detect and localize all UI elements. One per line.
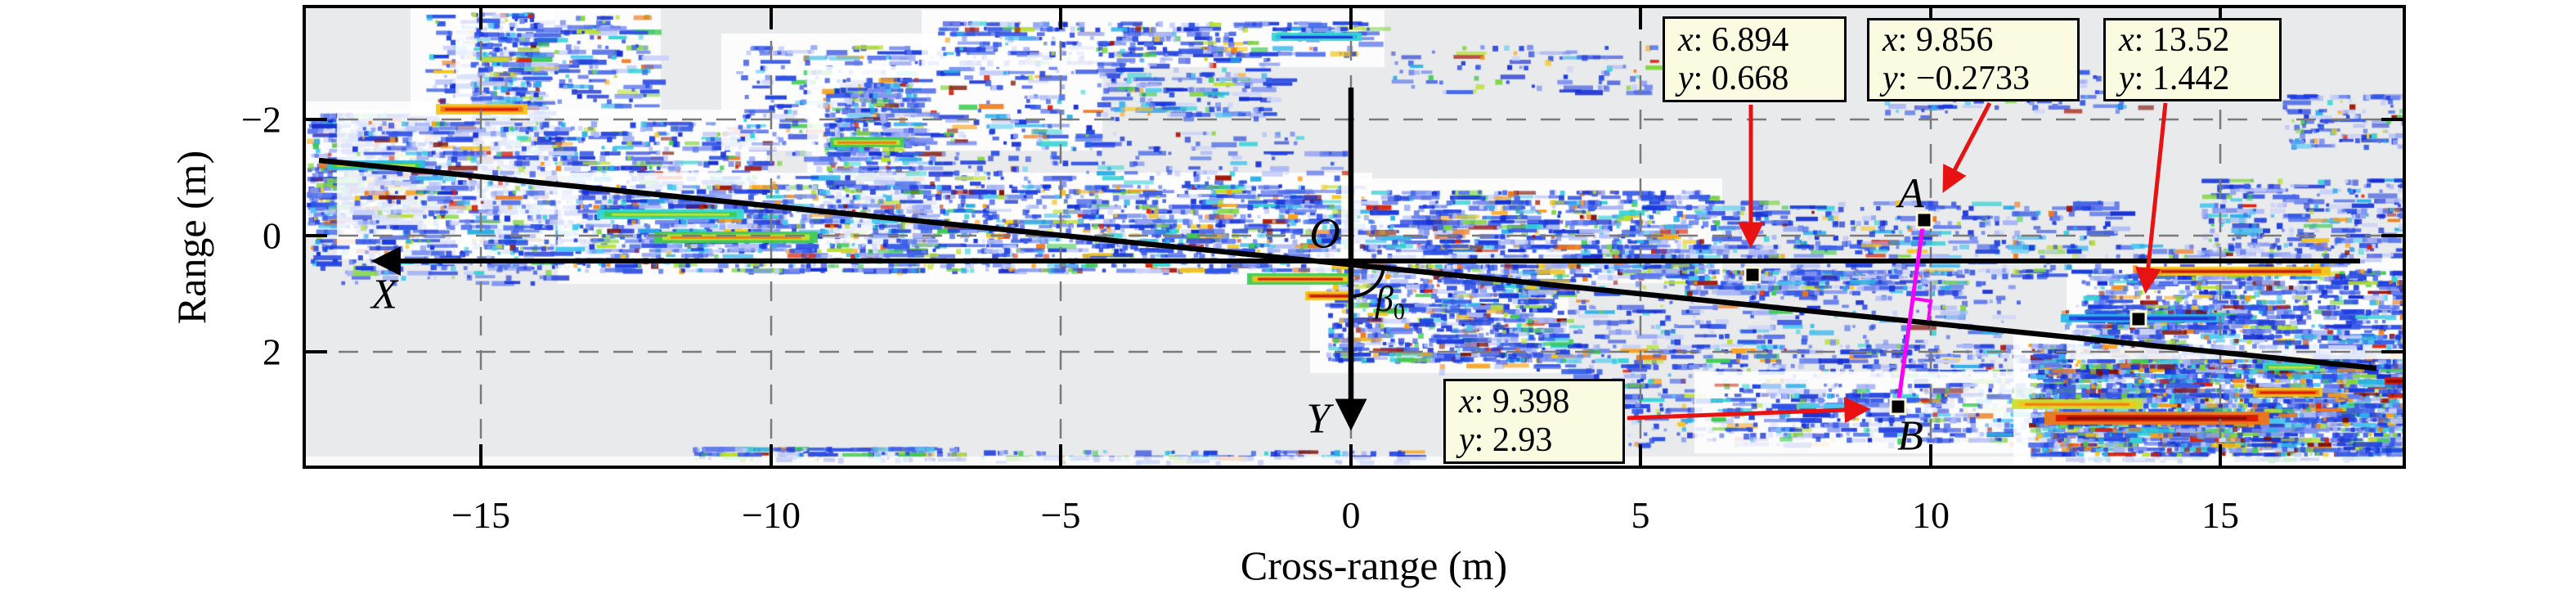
plot-border [303, 5, 2406, 469]
datatip-line-x: x: 13.52 [2119, 21, 2230, 59]
x-tick-5: 5 [1631, 494, 1650, 536]
y-arrow-label: Y [1306, 395, 1331, 443]
grid-lines [304, 7, 2404, 467]
annotation-arrows [1627, 101, 2168, 423]
slant-line [318, 157, 2377, 371]
point-b-label: B [1897, 412, 1923, 460]
x-tick--15: −15 [451, 494, 510, 536]
datatip-line-x: x: 9.398 [1459, 383, 1570, 421]
x-tick-15: 15 [2201, 494, 2239, 536]
y-tick-2: 2 [263, 331, 281, 373]
datatip-box-2[interactable]: x: 9.856 y: −0.2733 [1867, 18, 2080, 101]
datatip-line-y: y: 1.442 [2119, 60, 2230, 97]
x-axis-title: Cross-range (m) [1240, 542, 1508, 588]
axis-tick-marks [306, 8, 2403, 466]
marker-tip3[interactable] [2129, 310, 2147, 328]
datatip-line-y: y: 2.93 [1459, 421, 1553, 459]
origin-label: O [1309, 210, 1340, 258]
datatip-line-x: x: 6.894 [1678, 20, 1789, 59]
x-tick-0: 0 [1341, 494, 1361, 536]
point-a-label: A [1898, 170, 1924, 218]
arrow-tip3 [2134, 102, 2168, 295]
y-tick-0: 0 [263, 214, 281, 257]
arrow-point-a [1942, 101, 1992, 193]
x-tick-10: 10 [1912, 494, 1950, 536]
x-arrow-label: X [371, 271, 397, 318]
x-tick--5: −5 [1040, 494, 1081, 536]
beta-angle-arc [1350, 266, 1385, 299]
datatip-box-3[interactable]: x: 13.52 y: 1.442 [2103, 18, 2282, 101]
marker-point-a[interactable] [1915, 211, 1933, 229]
datatip-box-1[interactable]: x: 6.894 y: 0.668 [1663, 16, 1847, 102]
datatip-line-y: y: −0.2733 [1883, 60, 2031, 97]
right-angle-mark [1913, 297, 1933, 321]
arrow-point-b [1627, 397, 1871, 423]
beta-subscript: 0 [1393, 299, 1405, 325]
marker-tip1[interactable] [1744, 266, 1761, 284]
beta-symbol: β [1376, 279, 1393, 319]
y-tick--2: −2 [241, 98, 281, 141]
marker-point-b[interactable] [1889, 398, 1907, 416]
x-tick--10: −10 [742, 494, 801, 536]
beta0-angle-label: β0 [1376, 278, 1405, 326]
datatip-line-y: y: 0.668 [1678, 59, 1789, 97]
y-axis-title: Range (m) [168, 150, 214, 325]
datatip-line-x: x: 9.856 [1883, 21, 1994, 59]
datatip-box-4[interactable]: x: 9.398 y: 2.93 [1443, 379, 1625, 464]
segment-a-b [1896, 227, 1925, 400]
